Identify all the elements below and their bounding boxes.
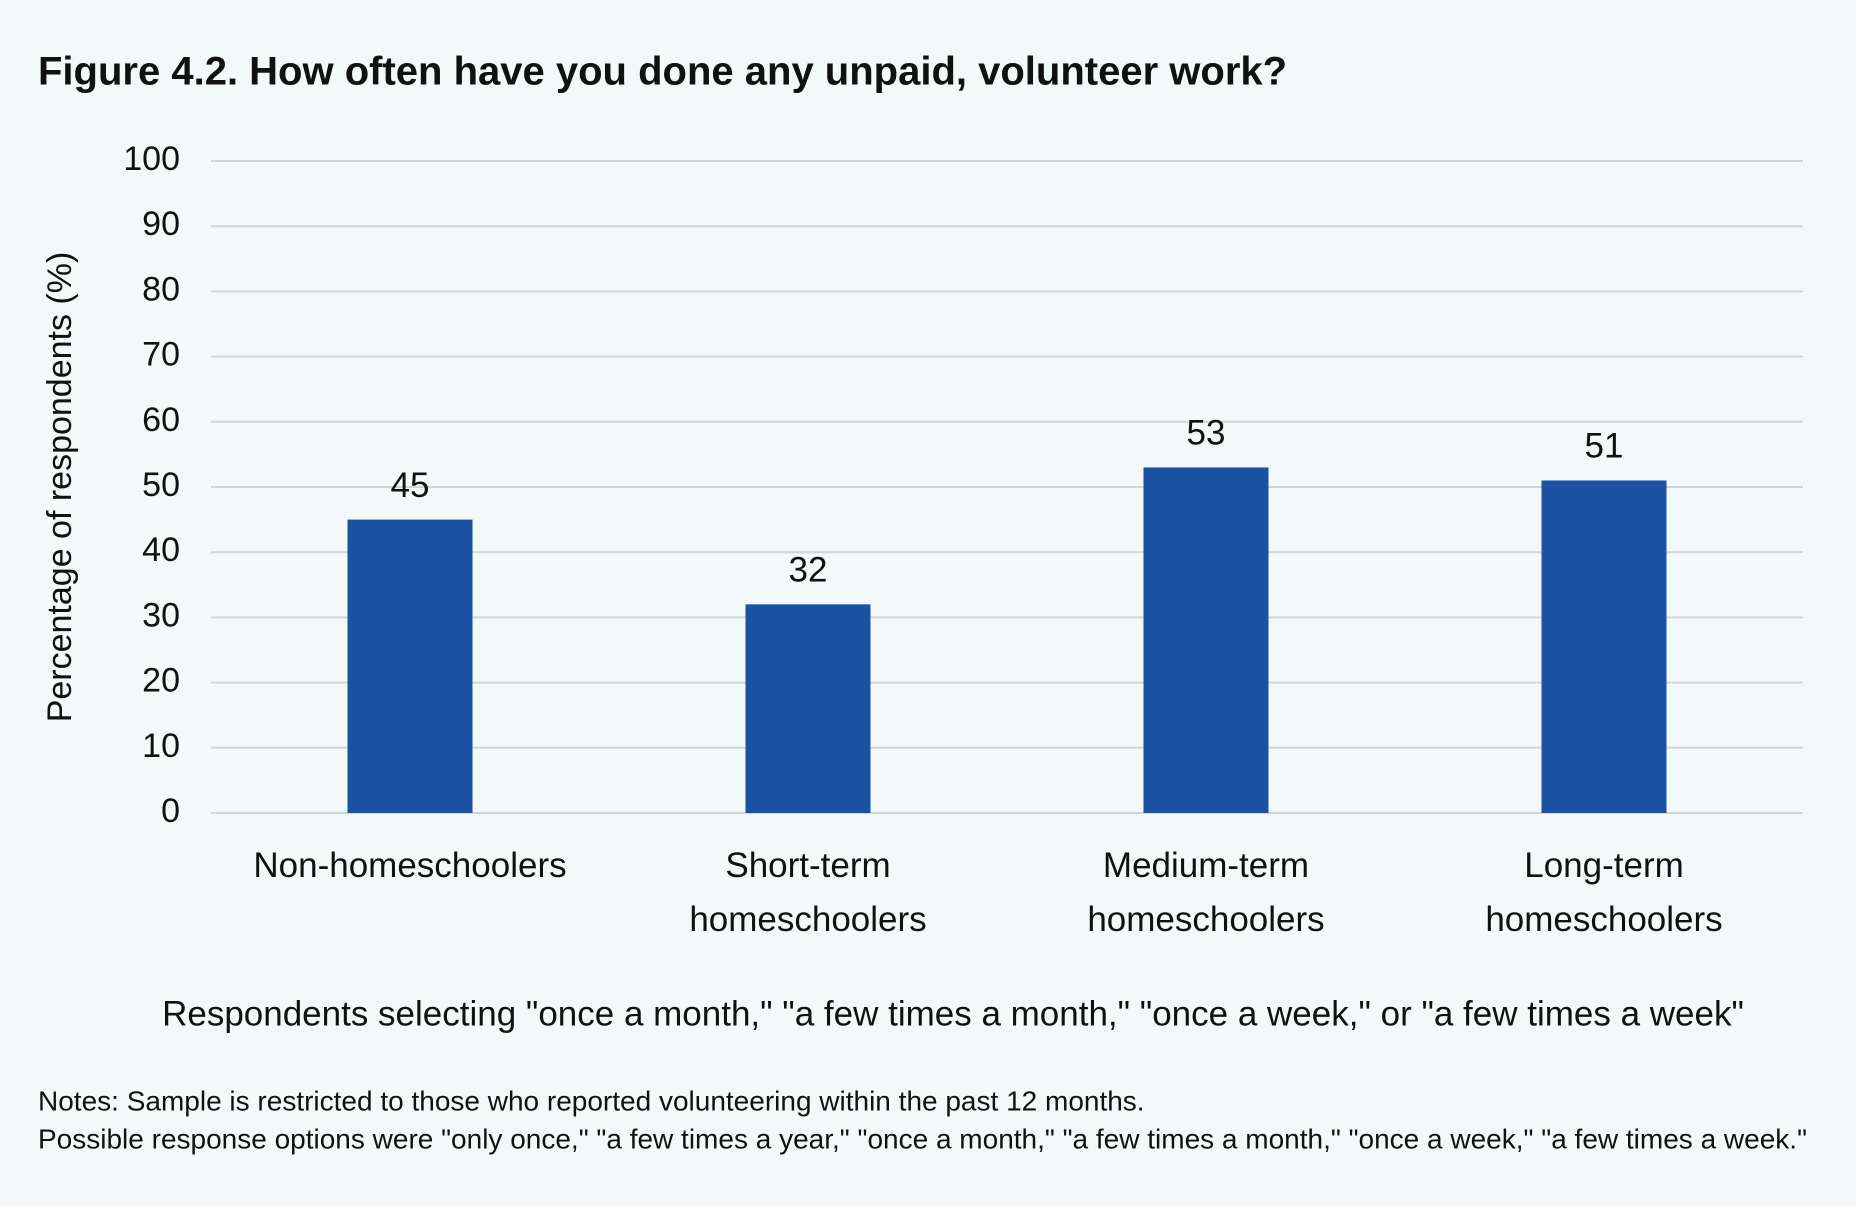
bar <box>347 519 473 813</box>
y-tick-label: 30 <box>142 596 180 634</box>
y-tick-label: 50 <box>142 466 180 504</box>
x-tick-label: Non-homeschoolers <box>253 846 566 885</box>
bar <box>1541 480 1667 813</box>
data-label: 51 <box>1585 427 1624 466</box>
x-axis-title: Respondents selecting "once a month," "a… <box>162 994 1744 1033</box>
y-tick-label: 40 <box>142 531 180 569</box>
x-tick-label: Short-term homeschoolers <box>689 846 926 939</box>
y-tick-label: 100 <box>123 140 180 178</box>
x-tick-label: Medium-term homeschoolers <box>1087 846 1324 939</box>
note: Notes: Sample is restricted to those who… <box>38 1085 1145 1116</box>
y-tick-label: 20 <box>142 662 180 700</box>
chart-title: Figure 4.2. How often have you done any … <box>38 50 1287 94</box>
x-tick-label: Long-term homeschoolers <box>1485 846 1722 939</box>
bar <box>1143 467 1269 813</box>
data-label: 53 <box>1187 414 1226 453</box>
y-tick-label: 10 <box>142 727 180 765</box>
data-label: 32 <box>789 551 828 590</box>
y-tick-label: 0 <box>161 792 180 830</box>
y-tick-label: 60 <box>142 401 180 439</box>
note: Possible response options were "only onc… <box>38 1123 1807 1154</box>
y-tick-label: 70 <box>142 336 180 374</box>
y-axis-title: Percentage of respondents (%) <box>41 252 79 723</box>
y-tick-label: 80 <box>142 270 180 308</box>
data-label: 45 <box>391 466 430 505</box>
y-tick-label: 90 <box>142 205 180 243</box>
bar <box>745 604 871 813</box>
